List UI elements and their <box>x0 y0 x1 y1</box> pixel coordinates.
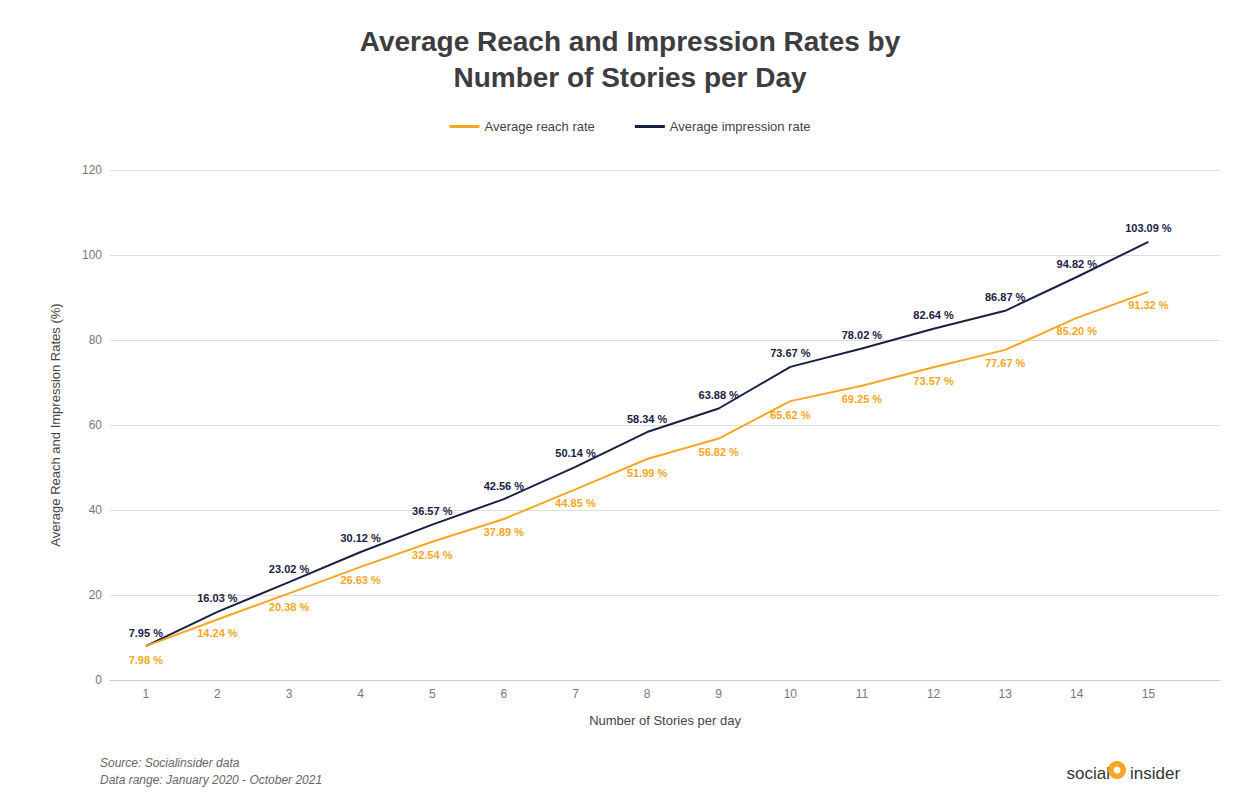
svg-text:78.02 %: 78.02 % <box>842 329 883 341</box>
svg-text:10: 10 <box>784 687 798 701</box>
svg-text:6: 6 <box>501 687 508 701</box>
svg-text:42.56 %: 42.56 % <box>484 480 525 492</box>
svg-text:60: 60 <box>89 418 103 432</box>
svg-text:Number of Stories per Day: Number of Stories per Day <box>453 62 807 93</box>
svg-text:23.02 %: 23.02 % <box>269 563 310 575</box>
svg-text:32.54 %: 32.54 % <box>412 549 453 561</box>
svg-text:94.82 %: 94.82 % <box>1057 258 1098 270</box>
svg-text:51.99 %: 51.99 % <box>627 467 668 479</box>
svg-text:0: 0 <box>95 673 102 687</box>
svg-text:91.32 %: 91.32 % <box>1128 299 1169 311</box>
svg-text:36.57 %: 36.57 % <box>412 505 453 517</box>
svg-text:9: 9 <box>715 687 722 701</box>
svg-text:82.64 %: 82.64 % <box>913 309 954 321</box>
svg-text:Average Reach and Impression R: Average Reach and Impression Rates (%) <box>48 303 63 546</box>
svg-text:7: 7 <box>572 687 579 701</box>
svg-text:7.98 %: 7.98 % <box>129 654 163 666</box>
svg-text:40: 40 <box>89 503 103 517</box>
svg-text:37.89 %: 37.89 % <box>484 526 525 538</box>
svg-text:85.20 %: 85.20 % <box>1057 325 1098 337</box>
svg-text:15: 15 <box>1142 687 1156 701</box>
svg-text:12: 12 <box>927 687 941 701</box>
svg-text:26.63 %: 26.63 % <box>340 574 381 586</box>
svg-text:63.88 %: 63.88 % <box>699 389 740 401</box>
svg-text:Average Reach and Impression R: Average Reach and Impression Rates by <box>360 26 901 57</box>
svg-text:14.24 %: 14.24 % <box>197 627 238 639</box>
svg-text:20.38 %: 20.38 % <box>269 601 310 613</box>
svg-text:20: 20 <box>89 588 103 602</box>
svg-text:social: social <box>1067 764 1110 783</box>
svg-text:5: 5 <box>429 687 436 701</box>
svg-text:103.09 %: 103.09 % <box>1125 222 1172 234</box>
svg-text:77.67 %: 77.67 % <box>985 357 1026 369</box>
svg-text:13: 13 <box>998 687 1012 701</box>
svg-text:80: 80 <box>89 333 103 347</box>
svg-text:16.03 %: 16.03 % <box>197 592 238 604</box>
svg-text:14: 14 <box>1070 687 1084 701</box>
svg-text:44.85 %: 44.85 % <box>555 497 596 509</box>
svg-text:100: 100 <box>82 248 102 262</box>
svg-text:50.14 %: 50.14 % <box>555 447 596 459</box>
svg-text:58.34 %: 58.34 % <box>627 413 668 425</box>
svg-text:Number of Stories per day: Number of Stories per day <box>589 713 741 728</box>
svg-text:insider: insider <box>1130 764 1180 783</box>
svg-text:7.95 %: 7.95 % <box>129 627 163 639</box>
svg-text:Source: Socialinsider data: Source: Socialinsider data <box>100 756 240 770</box>
svg-text:56.82 %: 56.82 % <box>699 446 740 458</box>
svg-text:69.25 %: 69.25 % <box>842 393 883 405</box>
svg-text:73.57 %: 73.57 % <box>913 375 954 387</box>
svg-text:4: 4 <box>357 687 364 701</box>
svg-text:65.62 %: 65.62 % <box>770 409 811 421</box>
svg-text:86.87 %: 86.87 % <box>985 291 1026 303</box>
svg-text:1: 1 <box>142 687 149 701</box>
svg-text:Average impression rate: Average impression rate <box>670 119 811 134</box>
svg-text:120: 120 <box>82 163 102 177</box>
svg-text:30.12 %: 30.12 % <box>340 532 381 544</box>
svg-text:8: 8 <box>644 687 651 701</box>
svg-text:Data range: January 2020 - Oct: Data range: January 2020 - October 2021 <box>100 773 322 787</box>
svg-text:73.67 %: 73.67 % <box>770 347 811 359</box>
svg-text:11: 11 <box>856 687 869 701</box>
svg-text:3: 3 <box>286 687 293 701</box>
svg-text:Average reach rate: Average reach rate <box>485 119 595 134</box>
svg-text:2: 2 <box>214 687 221 701</box>
